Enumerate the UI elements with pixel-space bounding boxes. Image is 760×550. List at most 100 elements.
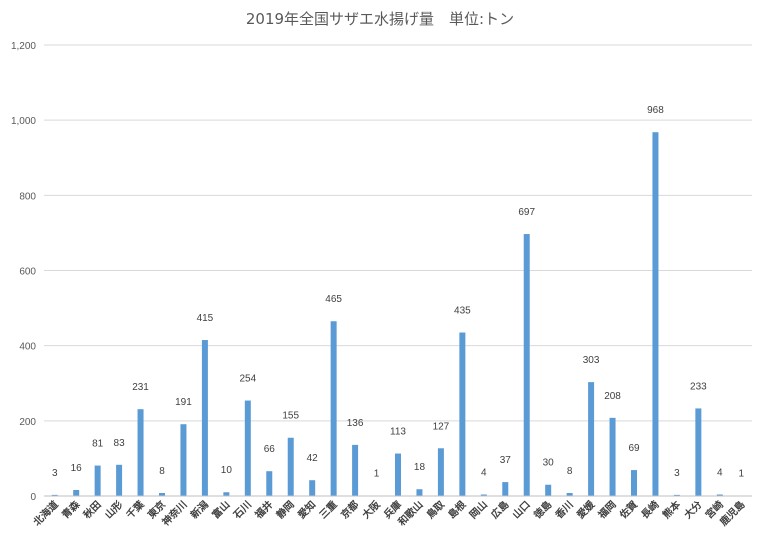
bar bbox=[631, 470, 637, 496]
x-tick-label: 秋田 bbox=[80, 498, 103, 521]
bar bbox=[73, 489, 80, 496]
bar bbox=[480, 494, 487, 496]
data-label: 136 bbox=[347, 418, 364, 429]
data-label: 208 bbox=[604, 391, 621, 402]
data-label: 8 bbox=[567, 466, 573, 477]
data-label: 415 bbox=[197, 313, 214, 324]
data-label: 10 bbox=[221, 465, 233, 476]
data-label: 83 bbox=[114, 438, 126, 449]
x-tick-label: 京都 bbox=[338, 498, 361, 521]
data-label: 4 bbox=[717, 467, 723, 478]
x-tick-label: 鳥取 bbox=[424, 497, 448, 521]
data-label: 3 bbox=[674, 468, 680, 479]
data-label: 81 bbox=[92, 439, 104, 450]
y-tick-label: 1,200 bbox=[11, 41, 36, 52]
bar bbox=[695, 408, 702, 496]
x-tick-label: 静岡 bbox=[274, 498, 297, 521]
y-axis-tick-labels: 0 200 400 600 800 1,000 1,200 bbox=[11, 41, 36, 503]
x-tick-label: 山形 bbox=[102, 498, 125, 521]
x-tick-label: 福岡 bbox=[595, 498, 619, 522]
bars bbox=[51, 132, 745, 497]
x-tick-label: 三重 bbox=[316, 498, 339, 521]
data-label: 1 bbox=[374, 469, 380, 480]
data-label: 155 bbox=[282, 411, 299, 422]
bar bbox=[137, 409, 144, 496]
bar bbox=[609, 417, 616, 496]
x-tick-label: 徳島 bbox=[530, 498, 554, 522]
data-label: 968 bbox=[647, 105, 664, 116]
data-label: 66 bbox=[264, 444, 276, 455]
data-label: 303 bbox=[583, 355, 600, 366]
bar bbox=[266, 471, 273, 496]
data-label: 18 bbox=[414, 462, 426, 473]
x-tick-label: 山口 bbox=[510, 498, 533, 521]
x-tick-label: 長崎 bbox=[638, 498, 661, 521]
x-tick-label: 大分 bbox=[681, 498, 704, 521]
x-tick-label: 愛知 bbox=[295, 498, 318, 521]
data-label: 254 bbox=[239, 374, 256, 385]
bar bbox=[502, 482, 509, 496]
bar bbox=[159, 492, 165, 496]
x-tick-label: 広島 bbox=[488, 498, 511, 521]
x-tick-label: 愛媛 bbox=[574, 497, 598, 521]
data-label: 16 bbox=[71, 463, 83, 474]
x-tick-label: 岡山 bbox=[467, 498, 490, 521]
x-tick-label: 福井 bbox=[251, 498, 275, 522]
bar bbox=[116, 464, 123, 496]
bar bbox=[673, 494, 680, 496]
data-label: 69 bbox=[628, 443, 640, 454]
x-tick-label: 島根 bbox=[445, 498, 468, 521]
x-tick-label: 鹿児島 bbox=[717, 498, 747, 528]
x-tick-label: 大阪 bbox=[359, 497, 383, 521]
data-label: 8 bbox=[159, 466, 165, 477]
bar bbox=[566, 492, 573, 496]
data-label: 191 bbox=[175, 397, 192, 408]
bar bbox=[523, 234, 530, 496]
data-label: 233 bbox=[690, 381, 707, 392]
x-tick-label: 石川 bbox=[231, 499, 254, 522]
x-tick-label: 佐賀 bbox=[616, 498, 640, 522]
x-axis-tick-labels: 北海道 青森 秋田 山形 千葉 東京神奈川 新潟 富山 石川 福井 静岡 愛知 三重 京都 大阪 兵庫和歌山鳥… bbox=[30, 497, 747, 529]
x-tick-label: 神奈川 bbox=[159, 498, 189, 528]
bar bbox=[330, 321, 337, 496]
data-label: 42 bbox=[307, 453, 319, 464]
bar bbox=[545, 484, 552, 496]
bar bbox=[652, 132, 659, 496]
data-label: 113 bbox=[390, 427, 406, 438]
data-label: 4 bbox=[481, 467, 487, 478]
bar bbox=[287, 437, 294, 496]
bar bbox=[51, 494, 58, 496]
x-tick-label: 青森 bbox=[59, 497, 83, 521]
bar bbox=[309, 480, 316, 496]
data-label: 697 bbox=[518, 207, 535, 218]
data-label: 3 bbox=[52, 468, 58, 479]
x-tick-label: 新潟 bbox=[188, 498, 211, 521]
data-label: 30 bbox=[543, 458, 555, 469]
y-tick-label: 1,000 bbox=[11, 116, 36, 127]
bar bbox=[201, 340, 208, 496]
y-tick-label: 200 bbox=[19, 417, 36, 428]
bar bbox=[588, 382, 595, 496]
gridlines bbox=[44, 44, 752, 422]
data-label: 465 bbox=[325, 294, 342, 305]
data-label: 127 bbox=[433, 421, 450, 432]
chart-title: 2019年全国サザエ水揚げ量 単位:トン bbox=[246, 10, 514, 28]
y-tick-label: 0 bbox=[30, 492, 36, 503]
bar bbox=[416, 489, 423, 496]
bar bbox=[459, 332, 466, 496]
bar bbox=[716, 494, 723, 496]
bar bbox=[244, 400, 251, 496]
bar bbox=[223, 492, 230, 496]
bar bbox=[437, 448, 444, 496]
y-tick-label: 600 bbox=[19, 267, 36, 278]
bar bbox=[94, 465, 101, 496]
data-label: 37 bbox=[500, 455, 512, 466]
bar bbox=[395, 453, 401, 496]
bar bbox=[352, 444, 359, 496]
x-tick-label: 富山 bbox=[209, 498, 232, 521]
x-tick-label: 千葉 bbox=[123, 497, 147, 521]
x-tick-label: 熊本 bbox=[660, 497, 684, 521]
